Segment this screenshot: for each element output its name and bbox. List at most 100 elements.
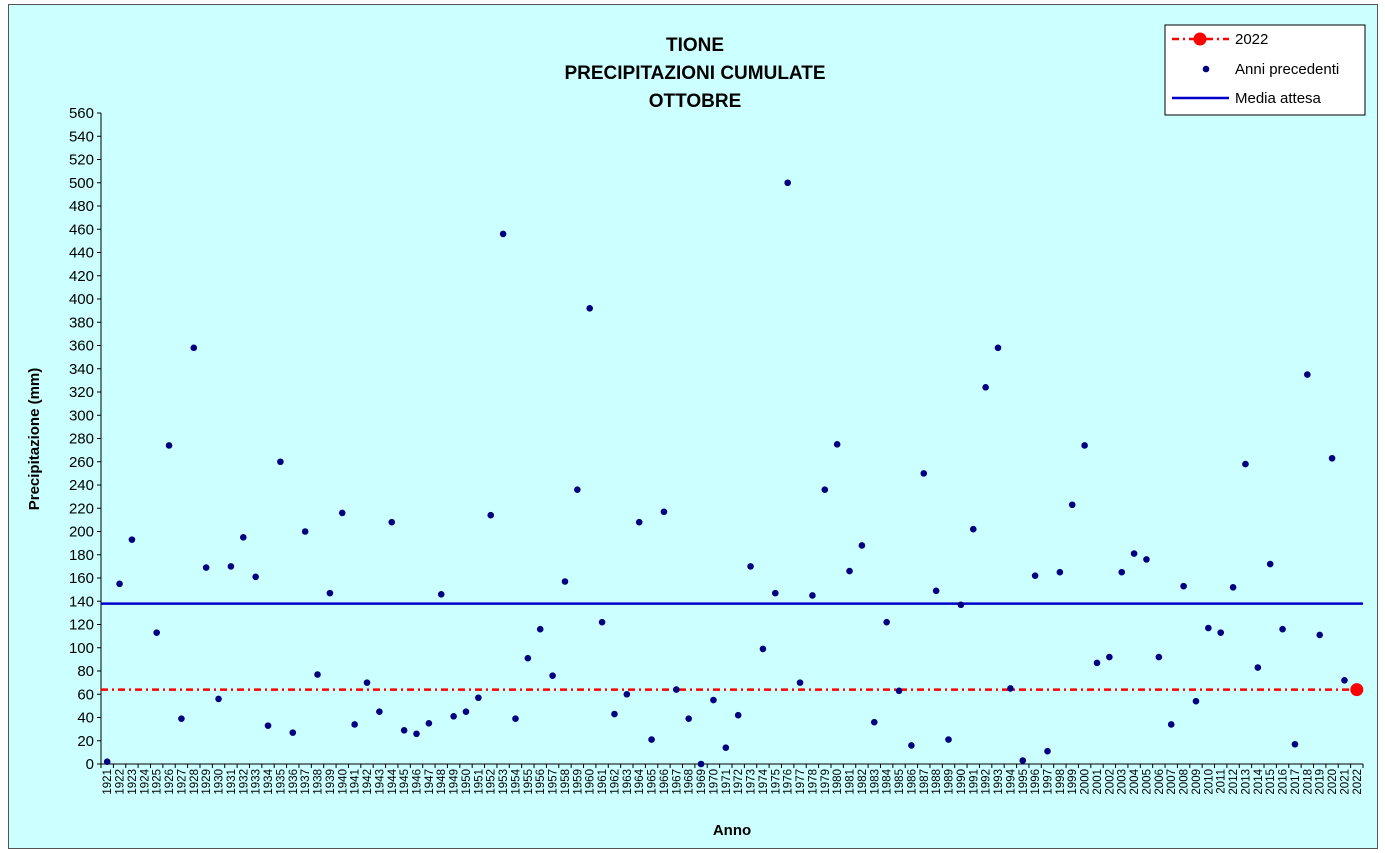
y-tick-label: 280	[69, 431, 94, 448]
x-tick-label: 2001	[1092, 769, 1104, 795]
data-point	[1217, 629, 1225, 636]
data-point	[1068, 501, 1076, 509]
data-point	[710, 696, 717, 704]
x-tick-label: 1978	[807, 769, 819, 795]
x-tick-label: 1944	[387, 768, 399, 794]
data-point	[1254, 664, 1262, 671]
y-tick-label: 400	[69, 291, 94, 308]
y-tick-label: 420	[69, 268, 94, 285]
data-point	[512, 715, 519, 722]
x-tick-label: 1972	[733, 769, 745, 795]
x-tick-label: 1931	[226, 769, 238, 795]
x-tick-label: 2005	[1141, 769, 1153, 795]
x-tick-label: 1971	[721, 769, 733, 795]
data-point	[1031, 572, 1039, 579]
data-point	[1192, 697, 1200, 705]
data-point	[870, 718, 878, 726]
y-tick-label: 60	[77, 686, 94, 703]
x-tick-label: 1968	[684, 769, 696, 795]
data-point	[586, 305, 594, 312]
data-point	[660, 508, 668, 516]
y-tick-label: 340	[69, 361, 94, 378]
chart-title-line: TIONE	[666, 35, 724, 56]
x-tick-label: 1953	[498, 769, 510, 795]
data-point	[969, 525, 977, 533]
y-tick-label: 520	[69, 152, 94, 169]
x-tick-label: 1964	[634, 768, 646, 794]
x-tick-label: 1992	[981, 769, 993, 795]
x-tick-label: 1954	[510, 768, 522, 794]
data-point	[338, 509, 346, 517]
x-tick-label: 1985	[894, 769, 906, 795]
x-tick-label: 2004	[1129, 768, 1141, 794]
x-tick-label: 2013	[1240, 769, 1252, 795]
x-tick-label: 1922	[115, 769, 127, 795]
y-tick-label: 140	[69, 593, 94, 610]
data-point	[1007, 685, 1014, 692]
data-points	[103, 179, 1364, 768]
data-point	[1180, 582, 1187, 590]
y-tick-label: 180	[69, 547, 94, 564]
data-point	[1304, 371, 1311, 378]
chart-area: TIONE PRECIPITAZIONI CUMULATE OTTOBRE 0 20 4…	[8, 4, 1378, 849]
data-point	[1341, 677, 1348, 684]
y-tick-label: 480	[69, 198, 94, 215]
data-point	[450, 713, 457, 720]
data-point	[697, 760, 705, 768]
y-tick-label: 0	[86, 756, 94, 773]
data-point	[1279, 625, 1286, 633]
data-point	[1242, 460, 1249, 468]
x-tick-label: 1986	[906, 769, 918, 795]
x-tick-label: 1967	[671, 769, 683, 795]
data-point	[103, 758, 111, 765]
data-point	[252, 573, 259, 581]
x-tick-label: 1979	[820, 769, 832, 795]
data-point	[165, 442, 173, 449]
legend-label-previous: Anni precedenti	[1235, 61, 1339, 78]
x-tick-label: 1990	[956, 769, 968, 795]
data-point	[635, 518, 643, 526]
data-point	[648, 736, 655, 743]
x-tick-label: 2008	[1179, 769, 1191, 795]
x-tick-label: 2016	[1278, 769, 1290, 795]
x-tick-label: 1925	[152, 769, 164, 795]
x-tick-label: 1965	[647, 769, 659, 795]
data-point	[611, 710, 618, 718]
chart-svg: TIONE PRECIPITAZIONI CUMULATE OTTOBRE 0 20 4…	[26, 24, 1366, 839]
x-tick-label: 1934	[263, 768, 275, 794]
data-point	[623, 690, 631, 698]
data-point	[796, 679, 804, 686]
data-point	[400, 726, 408, 734]
data-point	[116, 580, 123, 588]
x-tick-label: 1999	[1067, 769, 1079, 795]
y-tick-label: 20	[77, 733, 94, 750]
legend-current-marker	[1193, 32, 1207, 46]
x-tick-label: 2007	[1166, 769, 1178, 795]
x-tick-label: 1998	[1055, 769, 1067, 795]
data-point	[1205, 624, 1212, 632]
x-tick-label: 2022	[1352, 769, 1364, 795]
data-point	[239, 534, 247, 541]
x-tick-label: 1957	[548, 769, 560, 795]
data-point	[487, 511, 495, 519]
data-point	[945, 736, 952, 743]
x-tick-label: 1969	[696, 769, 708, 795]
data-point	[301, 528, 309, 535]
data-point	[413, 730, 420, 738]
x-tick-label: 2015	[1265, 769, 1277, 795]
x-tick-label: 1958	[560, 769, 572, 795]
y-tick-label: 220	[69, 500, 94, 517]
data-point	[363, 679, 371, 686]
legend-label-current: 2022	[1235, 31, 1268, 48]
x-tick-label: 1995	[1018, 769, 1030, 795]
y-tick-label: 560	[69, 105, 94, 122]
data-point	[809, 592, 816, 599]
x-tick-label: 1983	[869, 769, 881, 795]
x-tick-label: 1936	[288, 769, 300, 795]
x-tick-label: 1974	[758, 768, 770, 794]
x-tick-label: 2021	[1339, 769, 1351, 795]
x-tick-label: 1943	[374, 769, 386, 795]
x-tick-label: 2014	[1253, 768, 1265, 794]
data-point	[264, 722, 272, 729]
x-tick-label: 2019	[1315, 769, 1327, 795]
